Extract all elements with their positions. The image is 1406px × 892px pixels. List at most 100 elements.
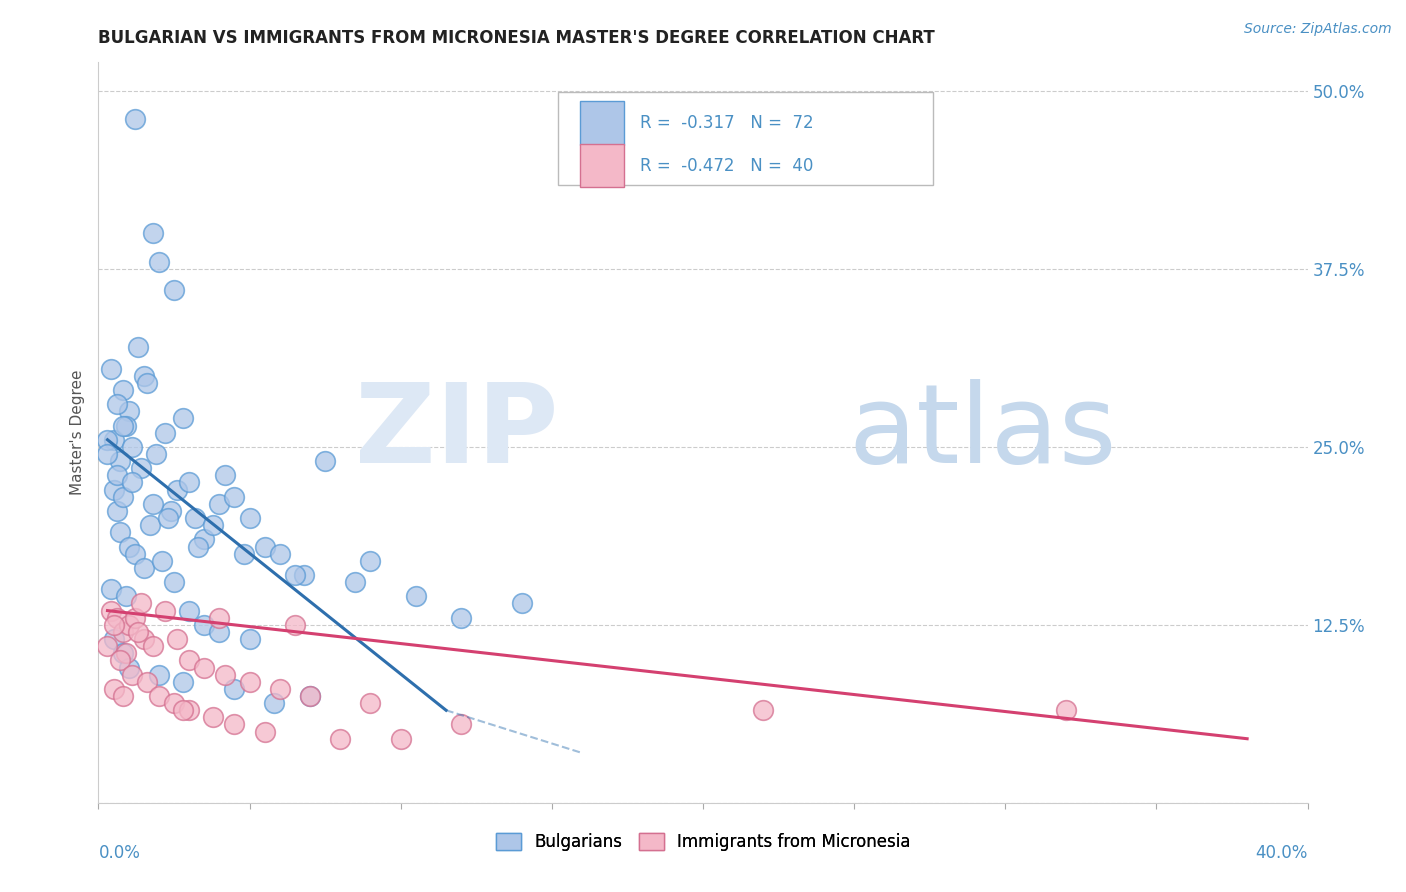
Point (187, 540, 209, 554)
Point (214, 667, 236, 681)
Point (127, 340, 149, 354)
Point (111, 646, 134, 660)
Point (193, 660, 215, 674)
Point (150, 554, 173, 568)
Point (105, 468, 128, 483)
Point (224, 490, 246, 504)
Point (105, 610, 128, 624)
Point (269, 547, 291, 561)
Point (202, 518, 225, 533)
Point (269, 681, 291, 696)
Point (132, 368, 155, 383)
Point (103, 617, 125, 632)
Point (253, 724, 276, 739)
Point (118, 617, 141, 632)
Point (100, 604, 122, 618)
Point (96, 433, 118, 447)
Point (329, 731, 352, 746)
Point (103, 681, 125, 696)
Point (193, 533, 215, 547)
Point (132, 632, 155, 646)
Point (135, 376, 157, 390)
Point (100, 582, 122, 597)
Text: BULGARIAN VS IMMIGRANTS FROM MICRONESIA MASTER'S DEGREE CORRELATION CHART: BULGARIAN VS IMMIGRANTS FROM MICRONESIA … (98, 29, 935, 47)
Text: ZIP: ZIP (354, 379, 558, 486)
Point (129, 597, 152, 611)
FancyBboxPatch shape (579, 101, 624, 145)
Point (202, 710, 225, 724)
FancyBboxPatch shape (558, 92, 932, 185)
Point (179, 604, 201, 618)
Point (344, 575, 367, 590)
FancyBboxPatch shape (579, 144, 624, 187)
Point (103, 433, 125, 447)
Point (179, 703, 201, 717)
Point (114, 418, 136, 433)
Text: R =  -0.317   N =  72: R = -0.317 N = 72 (640, 114, 814, 132)
Point (360, 696, 382, 710)
Point (389, 731, 412, 746)
Point (208, 624, 231, 639)
Point (142, 227, 165, 241)
Point (450, 610, 472, 624)
Point (111, 490, 134, 504)
Point (224, 717, 246, 731)
Point (139, 518, 162, 533)
Point (111, 689, 134, 703)
Legend: Bulgarians, Immigrants from Micronesia: Bulgarians, Immigrants from Micronesia (489, 826, 917, 857)
Point (148, 689, 170, 703)
Point (292, 568, 315, 582)
Point (284, 568, 307, 582)
Text: Source: ZipAtlas.com: Source: ZipAtlas.com (1244, 22, 1392, 37)
Point (360, 554, 382, 568)
Text: 0.0%: 0.0% (98, 844, 141, 862)
Point (172, 411, 194, 425)
Point (166, 632, 188, 646)
Point (239, 511, 262, 525)
Point (193, 617, 215, 632)
Text: R =  -0.472   N =  40: R = -0.472 N = 40 (640, 157, 814, 175)
Point (163, 575, 186, 590)
Point (166, 483, 188, 497)
Point (124, 610, 146, 624)
Point (239, 674, 262, 689)
Point (142, 639, 165, 653)
Point (1054, 703, 1077, 717)
Point (224, 681, 246, 696)
Point (108, 653, 131, 667)
Point (103, 483, 125, 497)
Point (124, 112, 146, 127)
Point (135, 674, 157, 689)
Point (405, 590, 427, 604)
Point (121, 475, 143, 490)
Point (96, 447, 118, 461)
Point (299, 689, 322, 703)
Text: 40.0%: 40.0% (1256, 844, 1308, 862)
Point (284, 617, 307, 632)
Point (142, 497, 165, 511)
Point (118, 404, 141, 418)
Point (129, 461, 152, 475)
Point (208, 610, 231, 624)
Point (127, 624, 149, 639)
Point (214, 468, 236, 483)
Point (263, 696, 285, 710)
Point (172, 703, 194, 717)
Point (156, 511, 179, 525)
Y-axis label: Master's Degree: Master's Degree (69, 370, 84, 495)
Point (100, 361, 122, 376)
Point (450, 717, 472, 731)
Point (103, 632, 125, 646)
Point (111, 383, 134, 397)
Point (105, 397, 128, 411)
Point (510, 597, 533, 611)
Point (114, 646, 136, 660)
Point (118, 660, 141, 674)
Point (163, 283, 186, 297)
Point (111, 418, 134, 433)
Point (96, 639, 118, 653)
Point (179, 475, 201, 490)
Point (108, 525, 131, 540)
Point (153, 425, 176, 440)
Point (184, 511, 207, 525)
